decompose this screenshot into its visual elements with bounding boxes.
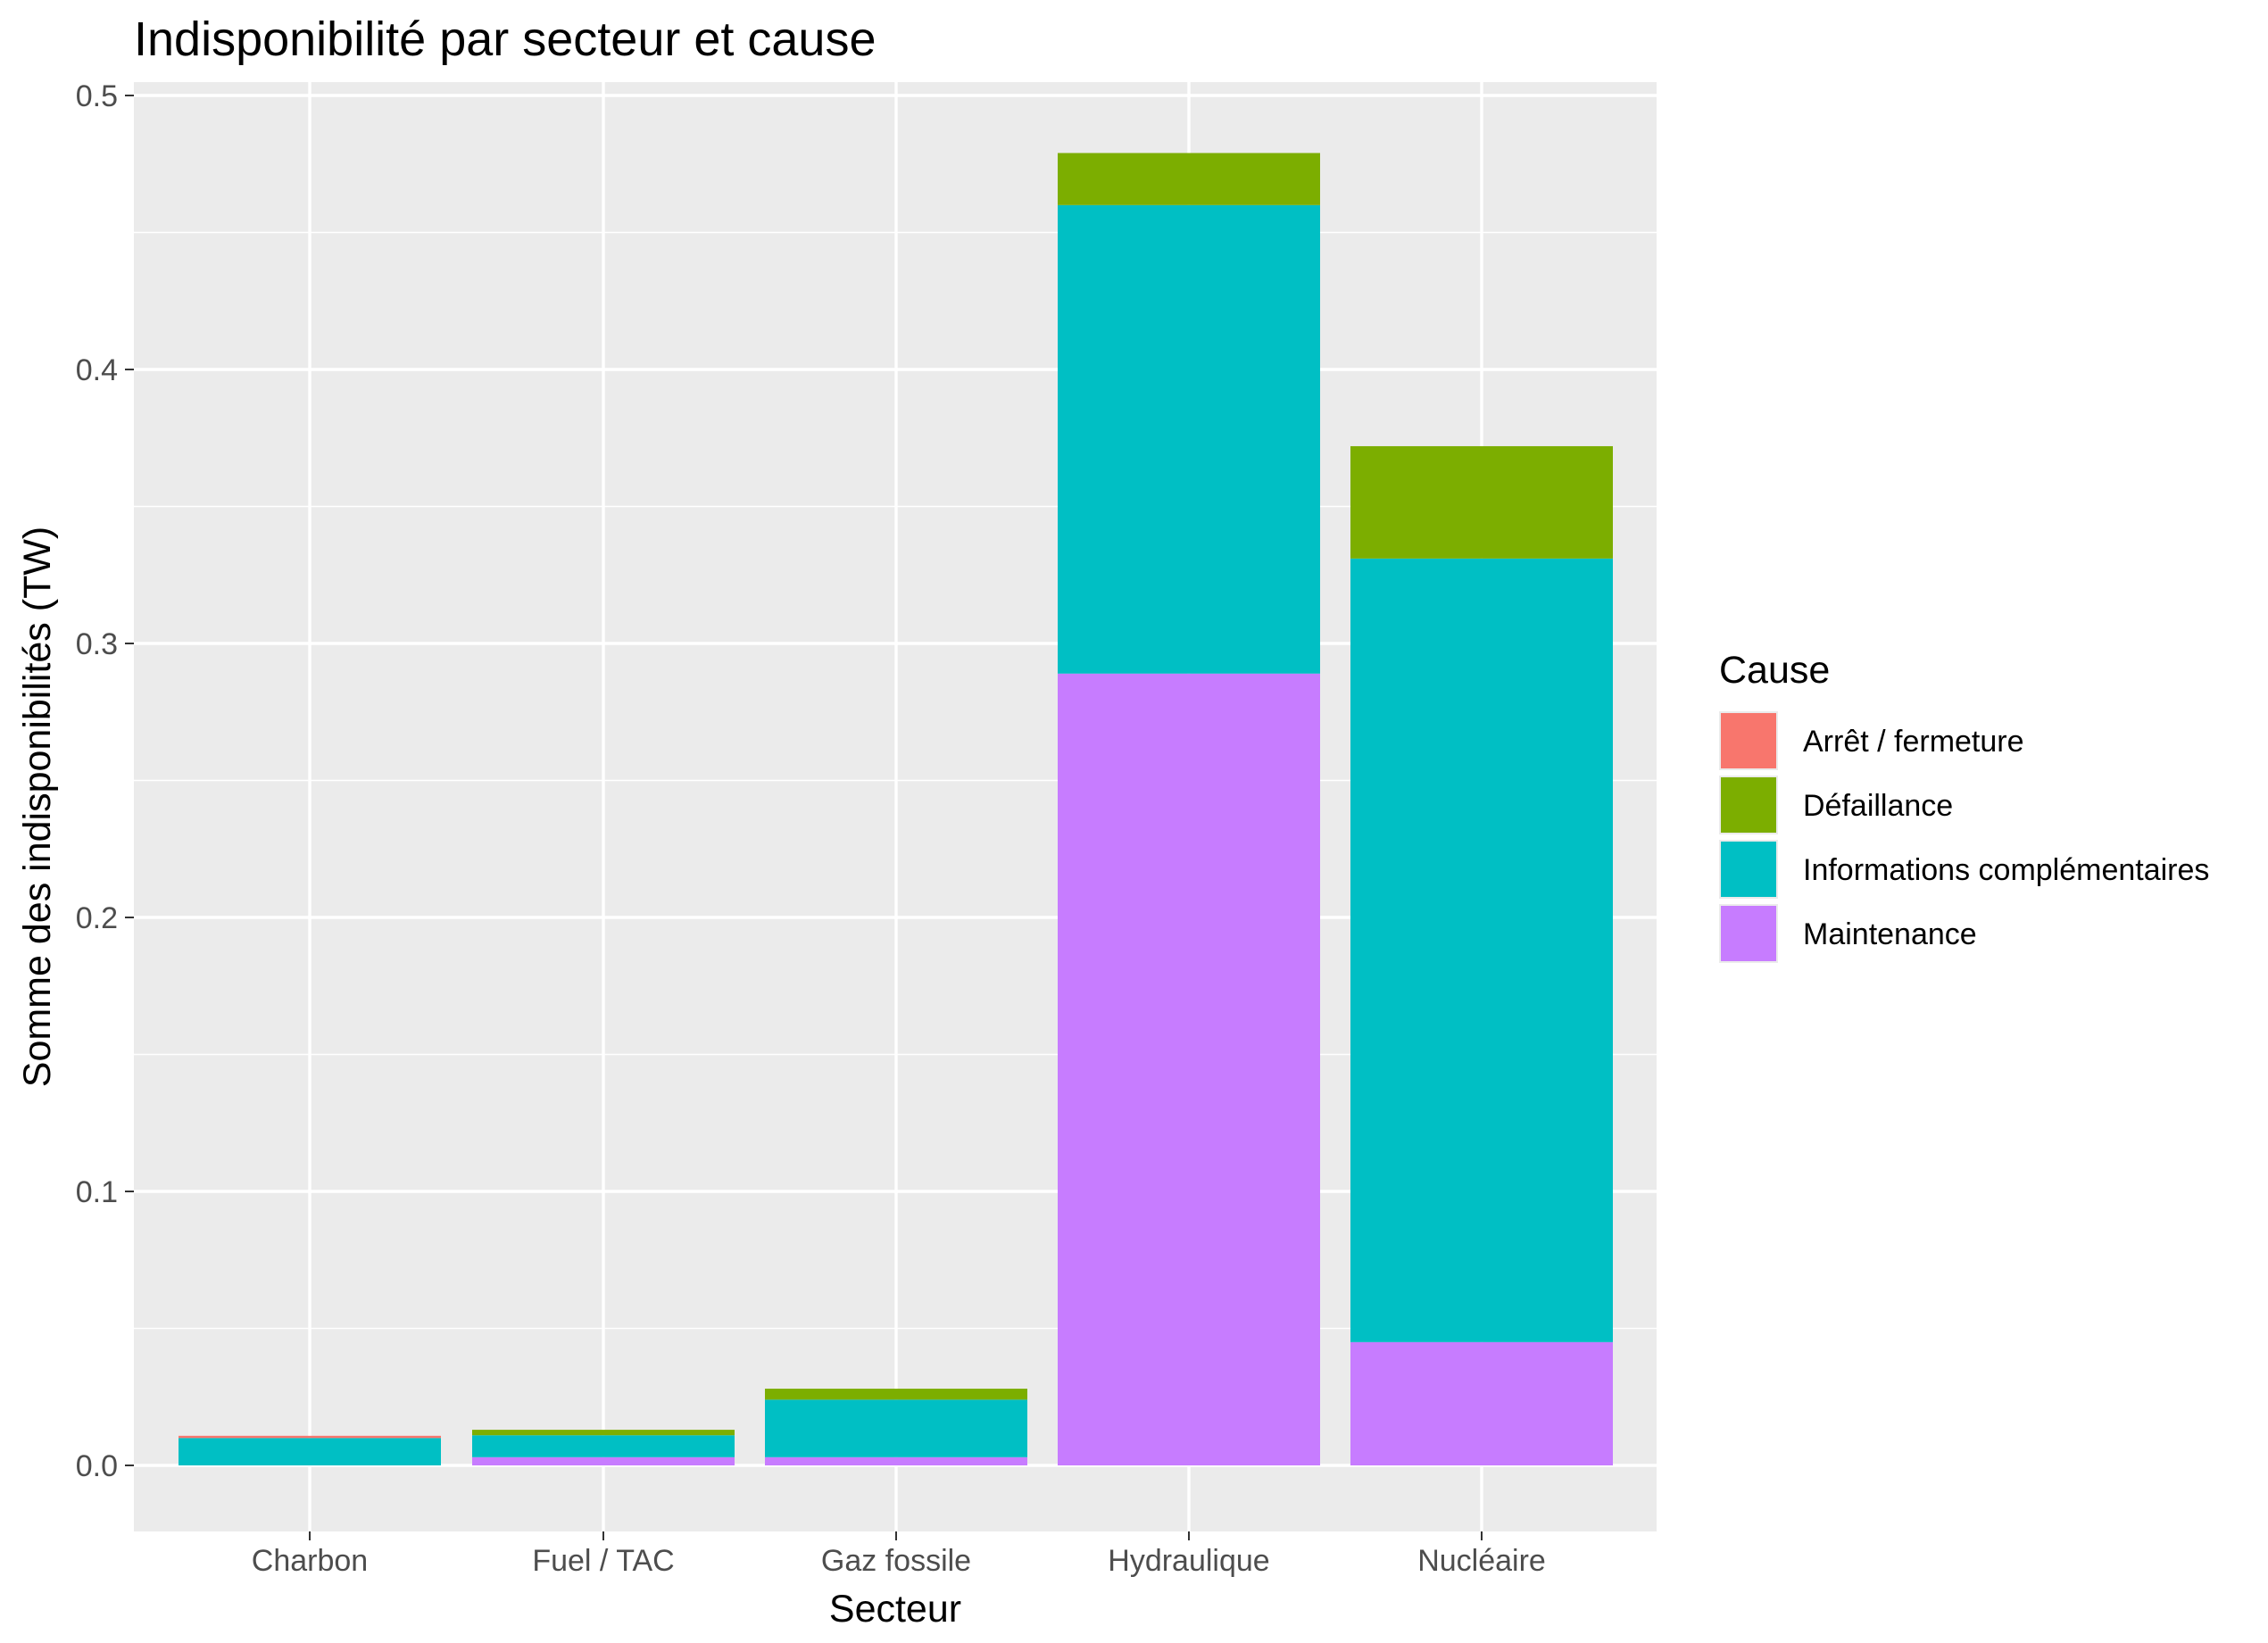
y-tick-label: 0.5: [76, 79, 118, 113]
bar-segment: [1058, 204, 1320, 674]
x-tick-label: Gaz fossile: [821, 1544, 971, 1578]
legend: Cause Arrêt / fermeture Défaillance Inform…: [1719, 649, 2209, 963]
bar-segment: [1058, 673, 1320, 1465]
x-axis: Charbon Fuel / TAC Gaz fossile Hydraulique N…: [252, 1531, 1546, 1578]
bar-segment: [472, 1430, 735, 1436]
y-tick-label: 0.0: [76, 1449, 118, 1483]
bar-segment: [765, 1456, 1027, 1465]
chart-title: Indisponibilité par secteur et cause: [134, 12, 876, 66]
legend-swatch: [1721, 906, 1776, 961]
bar-segment: [179, 1435, 441, 1439]
x-tick-label: Nucléaire: [1417, 1544, 1546, 1578]
legend-label: Informations complémentaires: [1803, 853, 2209, 887]
bars: [179, 153, 1613, 1465]
legend-label: Défaillance: [1803, 789, 1953, 823]
legend-title: Cause: [1719, 649, 1830, 692]
legend-label: Arrêt / fermeture: [1803, 725, 2024, 759]
bar-segment: [472, 1435, 735, 1457]
bar-segment: [179, 1438, 441, 1465]
legend-swatch: [1721, 713, 1776, 768]
bar-segment: [1350, 558, 1613, 1342]
legend-swatch: [1721, 777, 1776, 833]
bar-segment: [765, 1399, 1027, 1457]
legend-label: Maintenance: [1803, 917, 1977, 951]
x-tick-label: Charbon: [252, 1544, 368, 1578]
y-tick-label: 0.3: [76, 627, 118, 661]
bar-segment: [1058, 153, 1320, 205]
y-tick-label: 0.2: [76, 901, 118, 935]
y-tick-label: 0.1: [76, 1175, 118, 1209]
y-tick-label: 0.4: [76, 353, 118, 387]
x-tick-label: Fuel / TAC: [532, 1544, 674, 1578]
bar-segment: [1350, 1341, 1613, 1465]
y-axis-title: Somme des indisponibilités (TW): [16, 527, 59, 1087]
bar-segment: [472, 1456, 735, 1465]
x-axis-title: Secteur: [829, 1588, 961, 1631]
bar-segment: [765, 1389, 1027, 1400]
y-axis: 0.0 0.1 0.2 0.3 0.4 0.5: [76, 79, 134, 1483]
legend-swatch: [1721, 842, 1776, 897]
legend-items: Arrêt / fermeture Défaillance Informations…: [1719, 711, 2209, 963]
bar-segment: [1350, 445, 1613, 559]
x-tick-label: Hydraulique: [1108, 1544, 1269, 1578]
